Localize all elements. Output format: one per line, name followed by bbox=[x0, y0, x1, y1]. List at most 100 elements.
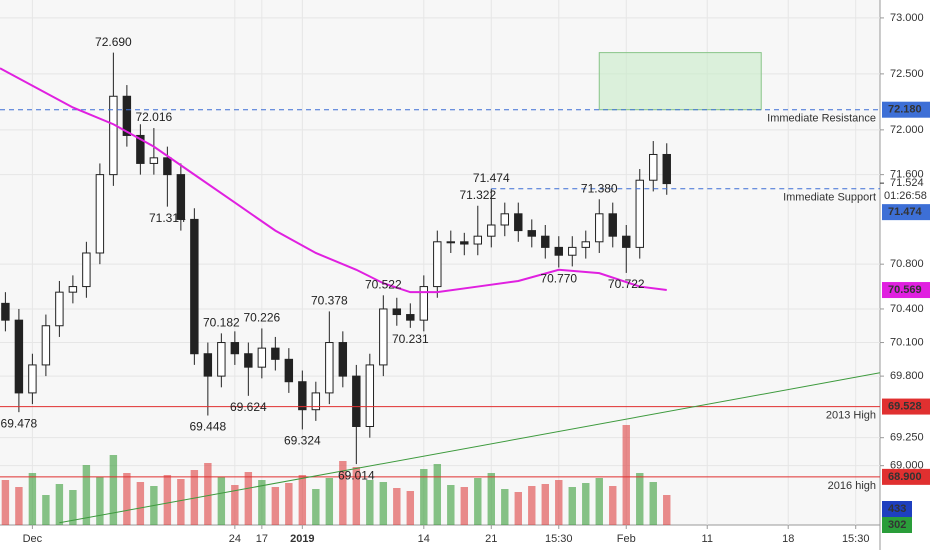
price-tag bbox=[882, 101, 930, 118]
volume-bar bbox=[460, 487, 469, 525]
volume-bar bbox=[339, 461, 347, 525]
x-tick-label: 15:30 bbox=[545, 533, 573, 545]
y-tick-label: 73.000 bbox=[890, 12, 924, 24]
x-tick-label: 17 bbox=[256, 533, 268, 545]
price-tag bbox=[882, 282, 930, 299]
price-annotation: 69.478 bbox=[1, 416, 38, 430]
volume-bar bbox=[42, 495, 50, 525]
volume-bar bbox=[298, 475, 307, 525]
volume-bar bbox=[285, 483, 293, 525]
x-tick-label: 2019 bbox=[290, 533, 314, 545]
x-tick-label: 15:30 bbox=[842, 533, 870, 545]
volume-bar bbox=[366, 480, 374, 525]
volume-bar bbox=[109, 455, 118, 525]
price-annotation: 69.014 bbox=[338, 468, 375, 482]
candle-body bbox=[284, 358, 294, 383]
candle-body bbox=[406, 314, 415, 321]
volume-bar bbox=[622, 425, 630, 525]
indicator-tag-label: 302 bbox=[888, 519, 906, 531]
volume-bar bbox=[271, 487, 280, 525]
volume-bar bbox=[15, 487, 23, 525]
candle-body bbox=[460, 241, 469, 245]
price-tag-label: 68.900 bbox=[888, 471, 922, 483]
y-tick-label: 70.800 bbox=[890, 258, 924, 270]
volume-bar bbox=[217, 477, 226, 525]
volume-bar bbox=[177, 479, 185, 525]
price-annotation: 70.231 bbox=[392, 332, 429, 346]
volume-bar bbox=[595, 478, 603, 525]
y-tick-label: 70.100 bbox=[890, 336, 924, 348]
price-annotation: 71.474 bbox=[473, 171, 510, 185]
indicator-tag-label: 433 bbox=[888, 503, 906, 515]
level-name: 2013 High bbox=[826, 409, 876, 421]
candle-body bbox=[28, 364, 37, 394]
volume-bar bbox=[325, 478, 334, 525]
volume-bar bbox=[636, 473, 644, 525]
trendline bbox=[59, 372, 880, 524]
candle-body bbox=[136, 134, 145, 164]
volume-bar bbox=[55, 484, 64, 525]
level-name: 2016 high bbox=[828, 480, 876, 492]
candle-body bbox=[109, 95, 118, 176]
volume-bar bbox=[190, 470, 199, 525]
volume-bar bbox=[96, 477, 104, 525]
volume-bar bbox=[379, 482, 388, 525]
price-annotation: 70.770 bbox=[540, 272, 577, 286]
volume-bar bbox=[123, 473, 131, 525]
volume-bar bbox=[609, 486, 617, 525]
volume-bar bbox=[163, 475, 172, 525]
price-annotation: 70.226 bbox=[243, 311, 280, 325]
price-annotation: 69.324 bbox=[284, 434, 321, 448]
volume-bar bbox=[541, 484, 549, 525]
candle-body bbox=[95, 174, 105, 254]
volume-bar bbox=[474, 478, 482, 525]
candle-body bbox=[487, 224, 496, 237]
x-tick-label: 21 bbox=[485, 533, 497, 545]
x-tick-label: 11 bbox=[702, 533, 713, 545]
indicator-tag bbox=[882, 517, 912, 533]
candle-body bbox=[473, 235, 483, 245]
candle-body bbox=[379, 308, 388, 366]
candle-body bbox=[230, 342, 240, 355]
price-annotation: 69.624 bbox=[230, 400, 267, 414]
y-tick-label: 72.000 bbox=[890, 124, 924, 136]
volume-bar bbox=[204, 463, 212, 525]
volume-bar bbox=[514, 492, 522, 525]
volume-bar bbox=[393, 488, 401, 525]
candle-body bbox=[446, 241, 456, 244]
y-tick-label: 72.500 bbox=[890, 68, 924, 80]
volume-bar bbox=[528, 486, 536, 525]
candle-body bbox=[500, 213, 509, 226]
price-axis bbox=[880, 0, 932, 550]
last-price: 71.524 bbox=[890, 177, 924, 189]
candle-body bbox=[568, 246, 577, 256]
candle-body bbox=[203, 353, 213, 377]
candle-body bbox=[527, 230, 536, 237]
price-tag-label: 71.474 bbox=[888, 206, 923, 218]
candle-body bbox=[68, 286, 78, 293]
price-tag bbox=[882, 468, 930, 485]
candle-body bbox=[55, 291, 64, 327]
price-tag-label: 69.528 bbox=[888, 400, 922, 412]
candle-body bbox=[244, 353, 253, 368]
volume-bar bbox=[82, 465, 91, 525]
price-annotation: 72.016 bbox=[136, 110, 173, 124]
volume-bar bbox=[1, 480, 10, 525]
level-name: Immediate Support bbox=[783, 192, 876, 204]
price-tag bbox=[882, 398, 930, 415]
volume-bar bbox=[136, 482, 145, 525]
volume-bar bbox=[312, 489, 320, 525]
level-name: Immediate Resistance bbox=[767, 113, 876, 125]
time-axis bbox=[0, 525, 880, 550]
x-tick-label: Feb bbox=[617, 533, 636, 545]
candle-body bbox=[662, 153, 671, 185]
x-tick-label: 18 bbox=[782, 533, 794, 545]
volume-bar bbox=[420, 469, 428, 525]
x-tick-label: 14 bbox=[418, 533, 430, 545]
candle-body bbox=[190, 218, 199, 355]
candle-body bbox=[163, 157, 172, 176]
candle-body bbox=[541, 235, 550, 248]
price-annotation: 70.722 bbox=[608, 277, 645, 291]
